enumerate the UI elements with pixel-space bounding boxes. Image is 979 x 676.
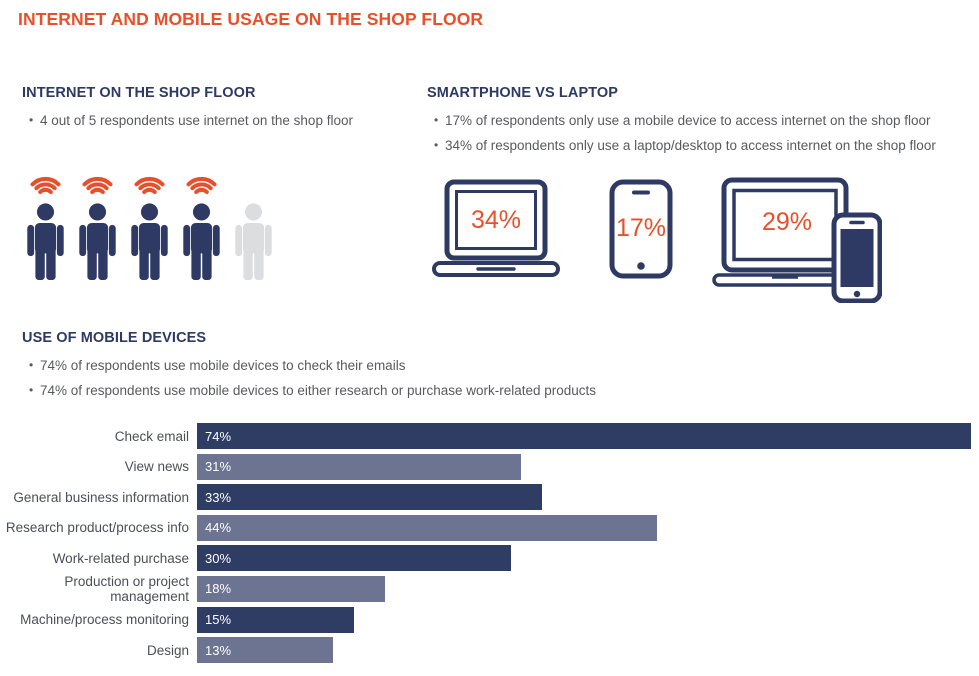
chart-row: Research product/process info 44% — [0, 514, 979, 541]
bullet-item: • 4 out of 5 respondents use internet on… — [22, 108, 417, 133]
both-devices-percentage: 29% — [761, 208, 813, 236]
laptop-and-smartphone-glyph — [712, 177, 882, 303]
person-with-wifi-glyph — [183, 176, 220, 280]
chart-bar: 74% — [197, 423, 971, 449]
section-smartphone-vs-laptop: SMARTPHONE VS LAPTOP • 17% of respondent… — [427, 85, 975, 158]
chart-bar: 44% — [197, 514, 658, 541]
chart-bar: 13% — [197, 637, 333, 664]
chart-bar-track: 44% — [197, 514, 971, 541]
section-internet-on-shop-floor: INTERNET ON THE SHOP FLOOR • 4 out of 5 … — [22, 85, 417, 133]
person-silhouette — [27, 203, 64, 280]
section-heading-internet: INTERNET ON THE SHOP FLOOR — [22, 85, 256, 101]
person-silhouette — [235, 203, 272, 280]
chart-value-label: 31% — [205, 459, 232, 475]
laptop-only-percentage: 34% — [470, 206, 522, 234]
laptop-icon: 34% — [430, 179, 562, 279]
person-with-wifi-glyph — [27, 176, 64, 280]
bullet-dot: • — [29, 383, 34, 397]
chart-row: Machine/process monitoring 15% — [0, 606, 979, 633]
person-connected-icon — [178, 166, 225, 280]
bullet-text: 74% of respondents use mobile devices to… — [40, 383, 597, 398]
bullet-item: • 74% of respondents use mobile devices … — [22, 353, 742, 378]
chart-row: View news 31% — [0, 453, 979, 480]
bullet-dot: • — [434, 113, 439, 127]
wifi-signal-icon — [30, 176, 61, 195]
section-heading-smartphone: SMARTPHONE VS LAPTOP — [427, 85, 619, 101]
person-connected-icon — [22, 166, 69, 280]
person-silhouette — [183, 203, 220, 280]
chart-bar-track: 15% — [197, 606, 971, 633]
page-title: INTERNET AND MOBILE USAGE ON THE SHOP FL… — [18, 9, 484, 29]
chart-value-label: 15% — [205, 612, 232, 628]
chart-category-label: Work-related purchase — [52, 550, 189, 566]
person-connected-icon — [126, 166, 173, 280]
mobile-only-percentage: 17% — [615, 214, 667, 242]
chart-bar-track: 33% — [197, 484, 971, 511]
chart-bar: 15% — [197, 606, 354, 633]
bullet-text: 4 out of 5 respondents use internet on t… — [40, 113, 353, 128]
mobile-device-usage-bar-chart: Check email 74% View news 31% General busine… — [0, 423, 979, 668]
chart-value-label: 18% — [205, 581, 232, 597]
bullet-dot: • — [29, 113, 34, 127]
person-silhouette — [131, 203, 168, 280]
person-silhouette — [79, 203, 116, 280]
chart-value-label: 44% — [205, 520, 232, 536]
chart-category-label: View news — [124, 459, 189, 475]
person-connected-icon — [74, 166, 121, 280]
wifi-signal-icon — [134, 176, 165, 195]
bullet-text: 17% of respondents only use a mobile dev… — [445, 113, 931, 128]
person-with-wifi-glyph — [79, 176, 116, 280]
chart-bar-track: 74% — [197, 423, 971, 449]
bullet-text: 34% of respondents only use a laptop/des… — [445, 138, 936, 153]
laptop-glyph — [432, 179, 560, 277]
wifi-signal-icon — [241, 179, 267, 192]
person-with-wifi-glyph — [235, 179, 272, 280]
chart-category-label: Production or project management — [64, 573, 189, 604]
bullet-item: • 34% of respondents only use a laptop/d… — [427, 133, 975, 158]
chart-category-label: Design — [146, 642, 189, 658]
chart-row: General business information 33% — [0, 484, 979, 511]
bullet-dot: • — [434, 138, 439, 152]
smartphone-icon: 17% — [608, 179, 674, 279]
bullet-item: • 74% of respondents use mobile devices … — [22, 378, 742, 403]
people-pictograph — [22, 166, 277, 280]
chart-bar: 30% — [197, 545, 511, 572]
chart-row: Work-related purchase 30% — [0, 545, 979, 572]
person-disconnected-icon — [230, 166, 277, 280]
wifi-signal-icon — [186, 176, 217, 195]
chart-bar: 33% — [197, 484, 543, 511]
chart-row: Check email 74% — [0, 423, 979, 449]
chart-bar: 18% — [197, 575, 386, 602]
chart-row: Design 13% — [0, 637, 979, 664]
wifi-signal-icon — [82, 176, 113, 195]
chart-value-label: 74% — [205, 428, 232, 444]
chart-category-label: General business information — [13, 489, 189, 505]
chart-value-label: 33% — [205, 489, 232, 505]
chart-category-label: Research product/process info — [5, 520, 189, 536]
chart-category-label: Machine/process monitoring — [20, 612, 189, 628]
chart-bar: 31% — [197, 453, 522, 480]
chart-row: Production or project management 18% — [0, 573, 979, 604]
bullet-dot: • — [29, 358, 34, 372]
chart-value-label: 30% — [205, 550, 232, 566]
section-heading-mobile: USE OF MOBILE DEVICES — [22, 330, 207, 346]
section-use-of-mobile-devices: USE OF MOBILE DEVICES • 74% of responden… — [22, 330, 742, 403]
bullet-item: • 17% of respondents only use a mobile d… — [427, 108, 975, 133]
chart-value-label: 13% — [205, 642, 232, 658]
chart-category-label: Check email — [114, 428, 189, 444]
laptop-and-smartphone-icon: 29% — [712, 177, 882, 303]
chart-bar-track: 31% — [197, 453, 971, 480]
bullet-text: 74% of respondents use mobile devices to… — [40, 358, 406, 373]
chart-bar-track: 18% — [197, 575, 971, 602]
smartphone-glyph — [609, 179, 673, 279]
chart-bar-track: 13% — [197, 637, 971, 664]
chart-bar-track: 30% — [197, 545, 971, 572]
person-with-wifi-glyph — [131, 176, 168, 280]
